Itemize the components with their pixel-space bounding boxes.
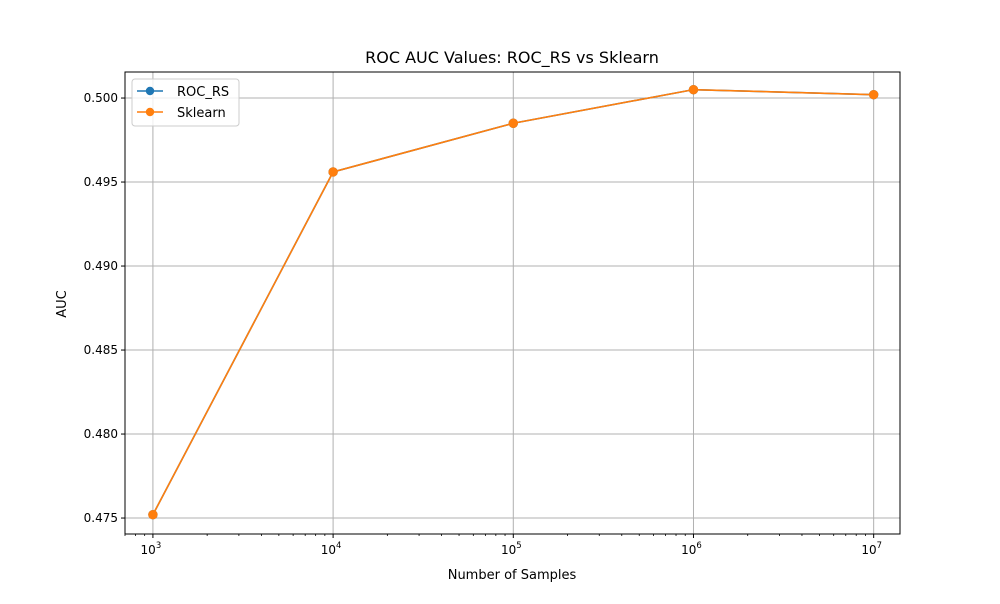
y-axis-label: AUC: [55, 290, 70, 318]
legend-label: Sklearn: [177, 106, 226, 121]
data-point-sklearn: [508, 118, 518, 128]
x-tick-label: 104: [321, 541, 342, 557]
data-point-sklearn: [868, 89, 879, 100]
y-tick-label: 0.475: [84, 511, 118, 525]
chart-title: ROC AUC Values: ROC_RS vs Sklearn: [365, 48, 659, 68]
data-point-sklearn: [688, 84, 699, 95]
y-tick-label: 0.480: [84, 427, 118, 441]
y-tick-label: 0.490: [84, 259, 118, 273]
legend-marker: [145, 86, 155, 96]
x-tick-label: 106: [681, 541, 702, 557]
y-tick-label: 0.500: [84, 91, 118, 105]
legend-label: ROC_RS: [177, 85, 229, 100]
data-point-sklearn: [148, 509, 158, 520]
x-tick-label: 105: [501, 541, 522, 557]
axis-ticks: 103 104 105 106 107 0.475 0.480 0.485 0.490 0.495…: [84, 91, 882, 557]
plot-area-frame: [124, 71, 901, 535]
x-tick-label: 107: [861, 541, 882, 557]
x-minor-ticks: [124, 534, 866, 536]
x-tick-label: 103: [141, 541, 162, 557]
data-point-sklearn: [328, 167, 338, 177]
y-tick-label: 0.485: [84, 343, 118, 357]
legend: ROC_RS Sklearn: [131, 78, 240, 127]
legend-items: ROC_RS Sklearn: [137, 85, 229, 121]
grid-lines: [125, 72, 900, 534]
x-axis-label: Number of Samples: [448, 568, 577, 583]
legend-marker: [145, 107, 155, 117]
y-tick-label: 0.495: [84, 175, 118, 189]
data-series: [148, 84, 879, 520]
